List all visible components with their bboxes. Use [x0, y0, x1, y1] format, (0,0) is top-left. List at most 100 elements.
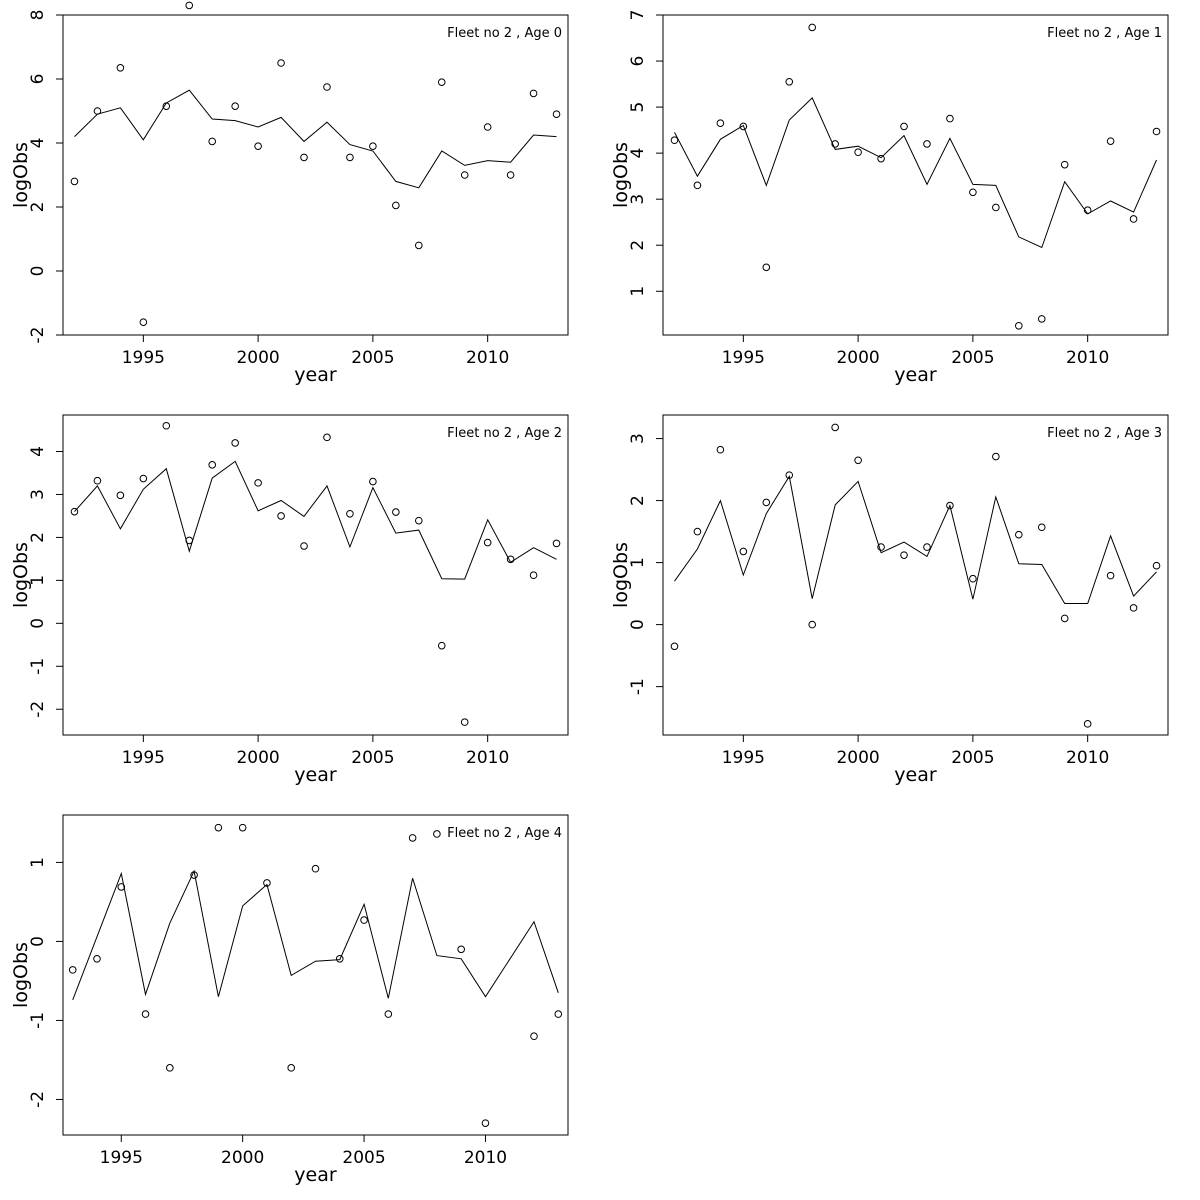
y-tick-label: 4: [28, 446, 48, 457]
y-axis-title: logObs: [10, 542, 32, 608]
observation-point: [1014, 321, 1023, 330]
observation-point: [93, 476, 102, 485]
observation-point: [716, 119, 725, 128]
x-tick-label: 2010: [1066, 348, 1109, 368]
observation-point: [1129, 215, 1138, 223]
observation-point: [460, 171, 469, 179]
observation-point: [739, 122, 748, 131]
observation-point: [277, 59, 285, 67]
plot-frame: [662, 14, 1169, 336]
observation-point: [831, 423, 839, 432]
observation-point: [437, 641, 446, 650]
observation-point: [93, 955, 101, 963]
observation-point: [1129, 604, 1138, 612]
observation-point: [923, 543, 931, 551]
fitted-line: [74, 89, 557, 189]
observation-point: [554, 1010, 563, 1018]
observation-point: [1106, 571, 1115, 580]
x-tick-label: 2005: [351, 348, 394, 368]
x-tick-label: 2005: [951, 748, 994, 768]
observation-point: [969, 574, 977, 583]
x-tick-label: 2000: [236, 348, 279, 368]
observation-point: [808, 23, 817, 32]
observation-point: [552, 539, 561, 548]
y-tick-label: 0: [28, 618, 48, 629]
x-tick-label: 1995: [722, 348, 765, 368]
observation-point: [208, 137, 217, 146]
observation-point: [116, 491, 125, 500]
observation-point: [369, 142, 377, 150]
observation-point: [808, 620, 817, 629]
x-tick-label: 1995: [122, 748, 165, 768]
y-axis-title: logObs: [10, 142, 32, 208]
observation-point: [384, 1010, 393, 1018]
observation-point: [1060, 160, 1069, 169]
observation-point: [670, 136, 679, 145]
x-axis-title: year: [894, 364, 937, 386]
observation-point: [900, 122, 908, 131]
observation-point: [116, 64, 125, 72]
observation-point: [185, 1, 194, 10]
observation-point: [238, 823, 247, 832]
fitted-line: [74, 460, 557, 580]
observation-point: [1106, 137, 1115, 145]
x-axis-title: year: [294, 1164, 337, 1186]
panel-title: Fleet no 2 , Age 1: [1047, 26, 1162, 41]
x-tick-label: 1995: [100, 1148, 143, 1168]
observation-point: [877, 154, 885, 163]
y-tick-label: 1: [628, 286, 648, 297]
observation-point: [877, 543, 885, 551]
plot-frame: [62, 814, 569, 1136]
observation-point: [831, 140, 839, 148]
observation-point: [277, 512, 285, 520]
observation-point: [529, 571, 538, 580]
x-tick-label: 1995: [122, 348, 165, 368]
panel-age-2: 1995 2000 2005 2010 year -2 -1 0 1 2 3 4 logObs Fleet…: [10, 414, 569, 786]
y-tick-label: 7: [628, 10, 648, 21]
observation-point: [693, 181, 702, 190]
observation-point: [139, 318, 148, 327]
y-tick-label: -2: [28, 1091, 48, 1108]
observation-point: [346, 509, 354, 518]
observation-point: [670, 642, 679, 651]
observation-point: [346, 153, 354, 162]
observation-point: [1083, 720, 1092, 728]
y-tick-label: 1: [628, 557, 648, 568]
x-tick-label: 1995: [722, 748, 765, 768]
y-tick-label: 3: [628, 433, 648, 444]
y-axis-title: logObs: [10, 942, 32, 1008]
y-tick-label: 3: [28, 489, 48, 500]
observation-point: [483, 538, 492, 547]
y-axis-title: logObs: [610, 142, 632, 208]
observation-point: [854, 148, 862, 157]
plot-frame: [62, 414, 569, 736]
observation-point: [287, 1064, 296, 1072]
plot-frame: [62, 14, 569, 336]
x-tick-label: 2000: [236, 748, 279, 768]
observation-point: [969, 188, 977, 197]
observation-point: [481, 1119, 490, 1127]
y-tick-label: 0: [28, 936, 48, 947]
observation-point: [854, 456, 862, 465]
x-tick-label: 2005: [951, 348, 994, 368]
y-tick-label: -2: [28, 701, 48, 718]
observation-point: [70, 507, 79, 516]
observation-point: [414, 241, 423, 250]
observation-point: [693, 527, 702, 536]
y-tick-label: 2: [628, 240, 648, 251]
observation-point: [900, 551, 908, 559]
x-axis-title: year: [294, 364, 337, 386]
observation-point: [323, 83, 331, 91]
x-tick-label: 2000: [836, 748, 879, 768]
observation-point: [923, 140, 931, 148]
y-tick-label: 4: [628, 148, 648, 159]
x-tick-label: 2010: [466, 748, 509, 768]
observation-point: [716, 445, 725, 454]
y-axis-title: logObs: [610, 542, 632, 608]
observation-point: [68, 966, 77, 974]
fitted-line: [72, 869, 559, 1001]
x-axis-title: year: [294, 764, 337, 786]
panel-title: Fleet no 2 , Age 4: [447, 826, 562, 841]
observation-point: [369, 477, 377, 486]
